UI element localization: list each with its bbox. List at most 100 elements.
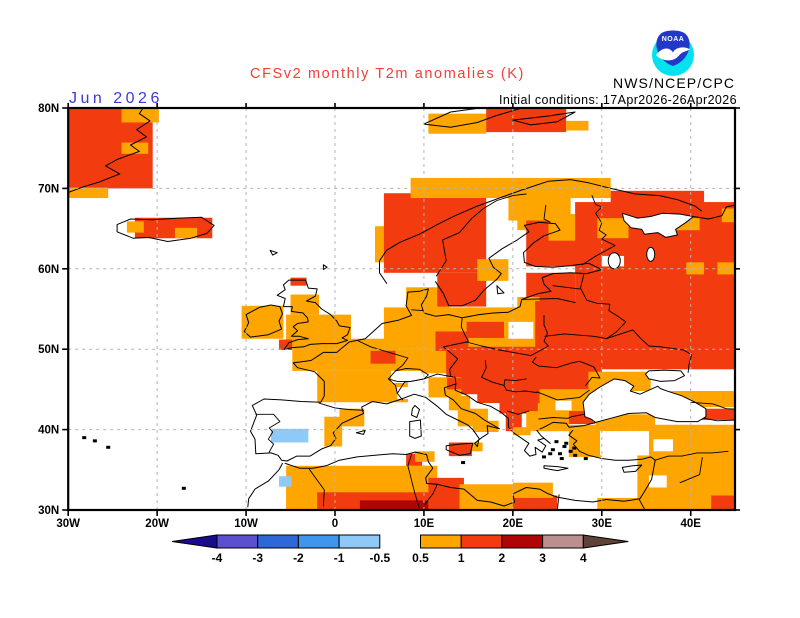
colorbar-label: -0.5 <box>369 551 390 565</box>
anomaly-cell <box>459 484 518 510</box>
colorbar-legend: -4 -3 -2 -1 -0.5 0.5 1 2 3 4 <box>171 534 629 565</box>
coastlines <box>68 108 735 508</box>
anomaly-cell <box>435 331 472 351</box>
anomaly-cell <box>568 424 602 457</box>
anomaly-cell <box>597 497 735 510</box>
anomaly-cell <box>278 476 292 487</box>
anomaly-cell <box>711 495 735 510</box>
initial-conditions-label: Initial conditions: 17Apr2026-26Apr2026 <box>499 93 737 107</box>
colorbar-label: -4 <box>212 551 223 565</box>
colorbar-label: -3 <box>252 551 263 565</box>
colorbar-label: 0.5 <box>412 551 429 565</box>
anomaly-cell <box>512 427 531 436</box>
x-axis-label: 20E <box>503 518 524 530</box>
x-axis-label: 20W <box>145 518 169 530</box>
x-axis-label: 30W <box>56 518 80 530</box>
colorbar-left-arrow <box>171 534 218 549</box>
colorbar: -4 -3 -2 -1 -0.5 0.5 1 2 3 4 <box>171 534 629 565</box>
anomaly-cell <box>486 108 567 133</box>
x-axis-label: 10E <box>414 518 435 530</box>
anomaly-cell <box>383 193 487 273</box>
anomaly-cell <box>174 227 198 239</box>
anomaly-cell <box>566 120 589 131</box>
sea-shapes <box>582 212 735 423</box>
colorbar-label: 3 <box>539 551 546 565</box>
noaa-logo-icon: NOAA <box>652 30 694 76</box>
anomaly-cell <box>455 381 540 395</box>
x-axis-label: 40E <box>680 518 701 530</box>
anomaly-cell <box>686 262 705 275</box>
anomaly-cell <box>428 477 464 510</box>
lake-onega <box>646 246 656 262</box>
agency-label: NWS/NCEP/CPC <box>613 75 736 91</box>
anomaly-cell <box>391 370 422 383</box>
lake-ladoga <box>607 252 621 270</box>
colorbar-segment <box>501 534 544 549</box>
y-axis-label: 70N <box>38 183 59 195</box>
y-axis-label: 50N <box>38 344 59 356</box>
sea-of-azov <box>644 369 685 382</box>
colorbar-segment <box>420 534 462 549</box>
anomaly-cell <box>121 108 159 123</box>
anomaly-cell <box>447 378 462 390</box>
map-canvas <box>68 108 735 510</box>
colorbar-label: 1 <box>458 551 465 565</box>
y-axis-label: 30N <box>38 505 59 517</box>
anomaly-cell <box>653 439 673 452</box>
colorbar-label: -2 <box>293 551 304 565</box>
y-axis-label: 60N <box>38 264 59 276</box>
axis-ticks-and-labels: 30W 20W 10W 0 10E 20E 30E 40E 80N 70N 60N 50N 40N 30N <box>38 103 740 530</box>
anomaly-cell <box>68 187 109 199</box>
colorbar-segment <box>542 534 584 549</box>
y-axis-label: 80N <box>38 103 59 115</box>
colorbar-segment <box>257 534 299 549</box>
noaa-logo-text: NOAA <box>662 36 685 43</box>
anomaly-cell <box>477 393 540 404</box>
colorbar-segment <box>297 534 340 549</box>
anomaly-cell <box>526 411 569 432</box>
anomaly-cell <box>648 475 667 488</box>
anomaly-cell <box>415 451 435 462</box>
anomaly-cell <box>508 321 534 339</box>
anomaly-cell <box>472 420 499 433</box>
anomaly-cell <box>600 431 649 456</box>
black-sea <box>582 378 707 423</box>
anomaly-cell <box>290 277 307 286</box>
anomaly-cell <box>339 408 365 427</box>
anomaly-cell <box>241 305 284 339</box>
x-axis-label: 10W <box>234 518 258 530</box>
anomaly-cell <box>290 294 319 315</box>
anomaly-cell <box>690 408 735 420</box>
forecast-month-label: Jun 2026 <box>69 90 163 107</box>
colorbar-label: -1 <box>334 551 345 565</box>
anomaly-patches <box>68 108 735 510</box>
anomaly-cell <box>535 300 735 370</box>
anomaly-cell <box>270 428 309 443</box>
colorbar-segment <box>460 534 503 549</box>
white-sea <box>621 212 694 238</box>
anomaly-cell <box>477 259 509 281</box>
anomaly-cell <box>555 400 572 411</box>
graticule <box>68 108 735 510</box>
anomaly-cell <box>446 346 540 383</box>
colorbar-segment <box>338 534 381 549</box>
anomaly-cell <box>512 495 558 510</box>
small-islands <box>82 436 588 490</box>
anomaly-cell <box>597 218 629 239</box>
colorbar-label: 2 <box>499 551 506 565</box>
anomaly-cell <box>278 339 293 351</box>
anomaly-cell <box>512 482 553 498</box>
colorbar-label: 4 <box>580 551 587 565</box>
anomaly-cell <box>324 416 343 447</box>
colorbar-segment <box>216 534 259 549</box>
anomaly-cell <box>448 395 471 411</box>
x-axis-label: 0 <box>332 518 338 530</box>
map-frame <box>67 106 737 512</box>
anomaly-cell <box>359 500 429 510</box>
anomaly-cell <box>428 113 487 134</box>
anomaly-cell <box>466 321 504 338</box>
plot-title: CFSv2 monthly T2m anomalies (K) <box>250 66 525 82</box>
anomaly-cell <box>517 296 540 310</box>
